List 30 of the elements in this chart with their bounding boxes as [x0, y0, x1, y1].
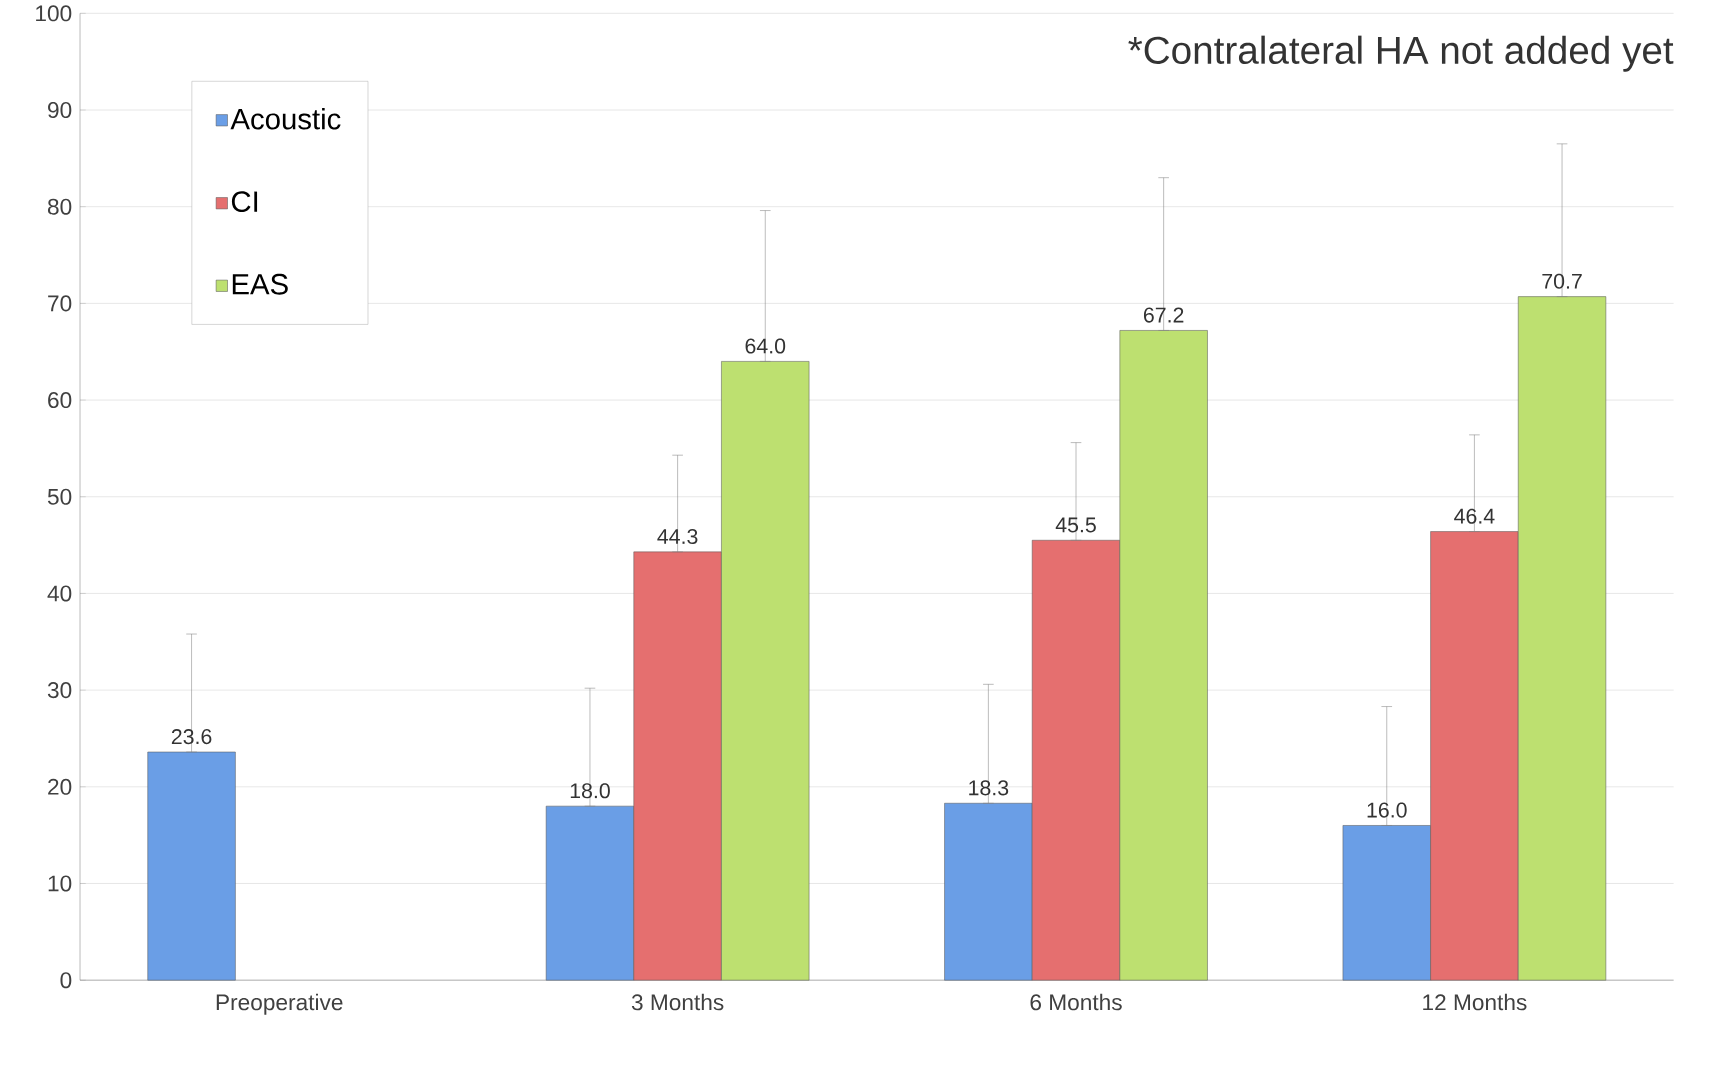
data-label: 45.5 — [1055, 517, 1096, 533]
y-tick-label: 40 — [47, 585, 72, 602]
y-tick-label: 70 — [48, 295, 72, 312]
legend-label: CI — [231, 191, 258, 213]
x-tick-label: Preoperative — [216, 993, 343, 1016]
y-tick-label: 80 — [47, 198, 72, 215]
data-label: 18.0 — [570, 783, 610, 799]
y-tick-label: 10 — [48, 875, 72, 892]
data-label: 16.0 — [1367, 802, 1407, 818]
y-tick-label: 0 — [60, 972, 72, 989]
bar — [147, 751, 236, 981]
data-label: 46.4 — [1454, 508, 1495, 524]
annotation: *Contralateral HA not added yet — [1128, 35, 1674, 72]
x-tick-label: 6 Months — [1030, 993, 1122, 1011]
data-label: 67.2 — [1143, 307, 1184, 323]
x-tick-label: 12 Months — [1423, 993, 1527, 1011]
data-label: 44.3 — [657, 529, 698, 545]
y-tick-label: 100 — [36, 5, 72, 22]
data-label: 18.3 — [969, 780, 1009, 796]
x-tick-label: 3 Months — [631, 993, 724, 1011]
y-tick-label: 20 — [48, 779, 72, 796]
legend-label: EAS — [232, 274, 288, 295]
y-tick-label: 90 — [48, 102, 72, 119]
y-tick-label: 30 — [47, 682, 72, 699]
data-label: 64.0 — [745, 338, 786, 354]
legend-label: Acoustic — [230, 108, 341, 130]
y-tick-label: 50 — [47, 488, 72, 506]
y-tick-label: 60 — [48, 392, 72, 409]
data-label: 23.6 — [171, 729, 212, 745]
data-label: 70.7 — [1542, 273, 1582, 290]
